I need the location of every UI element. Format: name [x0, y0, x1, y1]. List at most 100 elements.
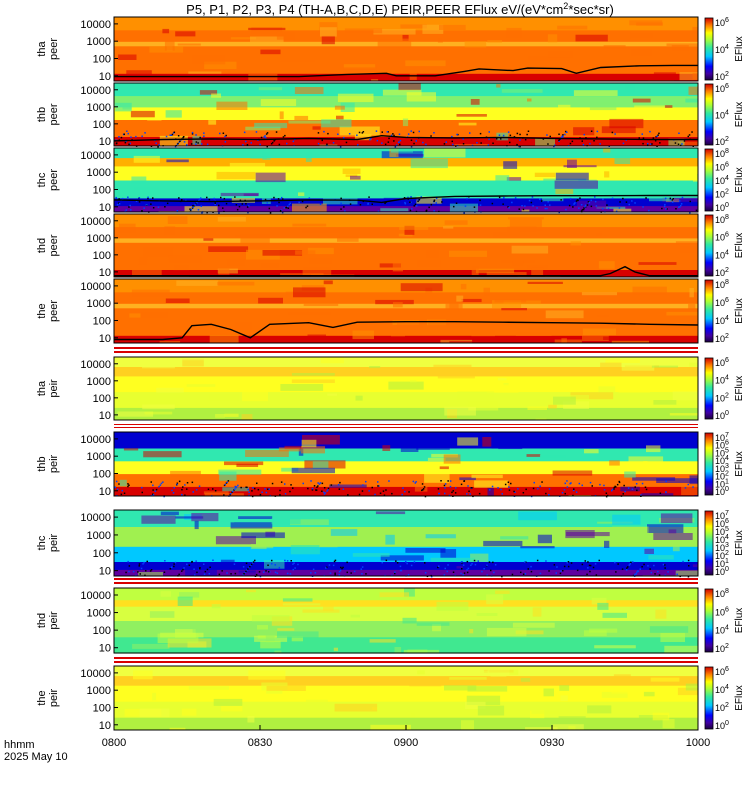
- figure-title: P5, P1, P2, P3, P4 (TH-A,B,C,D,E) PEIR,P…: [186, 1, 614, 17]
- colorbar-tick-label: 104: [715, 534, 729, 545]
- colorbar-tick-label: 103: [715, 542, 729, 553]
- colorbar-tick-label: 102: [715, 267, 729, 278]
- y-tick-label: 100: [93, 468, 111, 480]
- x-tick-label: 1000: [686, 737, 710, 749]
- panel-label: thepeer: [36, 300, 60, 322]
- spectrogram-fill: [114, 148, 698, 214]
- y-tick-label: 100: [93, 702, 111, 714]
- panel-frame: [113, 213, 699, 278]
- y-tick-label: 10000: [80, 150, 111, 162]
- colorbar-tick-label: 106: [715, 162, 729, 173]
- spectrogram-fill: [114, 588, 698, 654]
- colorbar-tick-label: 104: [715, 375, 729, 386]
- panel-thd-peer: 10 100 1000 10000 thdpeer 108 106 104 102 EFlux: [36, 213, 745, 279]
- colorbar-tick-label: 104: [715, 249, 729, 260]
- colorbar-title: EFlux: [734, 376, 745, 402]
- y-tick-label: 10: [99, 410, 111, 422]
- y-tick-label: 10: [99, 71, 111, 83]
- colorbar-tick-label: 107: [715, 510, 729, 521]
- colorbar-tick-label: 100: [715, 720, 729, 731]
- spectrogram-fill: [114, 279, 698, 344]
- y-tick-label: 1000: [87, 102, 111, 114]
- panel-separator: [114, 424, 698, 428]
- colorbar-title: EFlux: [734, 298, 745, 324]
- colorbar: [704, 432, 714, 496]
- colorbar-tick-label: 104: [715, 44, 729, 55]
- y-tick-label: 100: [93, 548, 111, 560]
- colorbar-tick-label: 106: [715, 297, 729, 308]
- y-tick-label: 1000: [87, 167, 111, 179]
- spacecraft-potential-line: [114, 64, 698, 78]
- y-tick-label: 10: [99, 720, 111, 732]
- colorbar-tick-label: 106: [715, 666, 729, 677]
- y-tick-label: 1000: [87, 298, 111, 310]
- panel-the-peir: 10 100 1000 10000 thepeir 106 104 102 100 EFlux: [36, 665, 745, 732]
- panel-frame: [113, 82, 699, 147]
- colorbar-tick-label: 102: [715, 471, 729, 482]
- spectrogram-fill: [114, 17, 698, 82]
- panel-frame: [113, 147, 699, 213]
- colorbar: [704, 279, 714, 343]
- panel-separator: [114, 347, 698, 353]
- colorbar-tick-label: 102: [715, 643, 729, 654]
- panel-tha-peir: 10 100 1000 10000 thapeir 106 104 102 100 EFlux: [36, 356, 745, 422]
- spacecraft-potential-line: [114, 265, 698, 277]
- y-tick-label: 100: [93, 53, 111, 65]
- y-tick-label: 1000: [87, 376, 111, 388]
- colorbar-title: EFlux: [734, 608, 745, 634]
- y-tick-label: 100: [93, 119, 111, 131]
- colorbar: [704, 510, 714, 576]
- colorbar-tick-label: 100: [715, 410, 729, 421]
- y-tick-label: 1000: [87, 36, 111, 48]
- spectrogram-fill: [114, 357, 698, 421]
- panel-frame: [113, 509, 699, 577]
- colorbar-tick-label: 106: [715, 17, 729, 28]
- colorbar: [704, 83, 714, 146]
- y-tick-label: 100: [93, 250, 111, 262]
- colorbar-tick-label: 104: [715, 175, 729, 186]
- colorbar-tick-label: 104: [715, 625, 729, 636]
- colorbar-tick-label: 104: [715, 110, 729, 121]
- panel-label: thapeir: [36, 379, 60, 398]
- y-tick-label: 10000: [80, 281, 111, 293]
- panel-thb-peir: 10100100010000thbpeir1071061051041031021…: [36, 431, 745, 498]
- spectrogram-fill: [114, 214, 698, 278]
- panel-label: thbpeer: [36, 103, 60, 125]
- panel-tha-peer: 10 100 1000 10000 thapeer 106 104 102 EFlux: [36, 16, 745, 83]
- y-tick-label: 100: [93, 625, 111, 637]
- y-tick-label: 10: [99, 643, 111, 655]
- panel-label: thepeir: [36, 688, 60, 707]
- colorbar-tick-label: 108: [715, 588, 729, 599]
- panel-the-peer: 10 100 1000 10000 thepeer 108 106 104 102 EFlux: [36, 278, 745, 345]
- colorbar-tick-label: 108: [715, 279, 729, 290]
- colorbar-tick-label: 107: [715, 432, 729, 443]
- colorbar-tick-label: 102: [715, 189, 729, 200]
- colorbar-tick-label: 106: [715, 606, 729, 617]
- y-tick-label: 1000: [87, 451, 111, 463]
- y-tick-label: 10000: [80, 590, 111, 602]
- panel-thc-peir: 10100100010000thcpeir1071061051041031021…: [36, 509, 745, 578]
- colorbar-tick-label: 100: [715, 202, 729, 213]
- panel-label: thcpeer: [36, 169, 60, 191]
- colorbar-title: EFlux: [734, 36, 745, 62]
- panel-label: thbpeir: [36, 454, 60, 473]
- y-tick-label: 1000: [87, 608, 111, 620]
- panel-frame: [113, 587, 699, 654]
- colorbar-tick-label: 105: [715, 447, 729, 458]
- y-tick-label: 10000: [80, 434, 111, 446]
- y-tick-label: 1000: [87, 685, 111, 697]
- panel-label: thdpeer: [36, 234, 60, 256]
- x-axis: hhmm 2025 May 10 0800 0830 0900 0930 1000: [4, 725, 710, 763]
- panel-frame: [113, 16, 699, 82]
- panel-label: thapeer: [36, 38, 60, 60]
- colorbar: [704, 666, 714, 730]
- colorbar-tick-label: 104: [715, 684, 729, 695]
- spectrogram-fill: [114, 432, 698, 498]
- panel-thc-peer: 10 100 1000 10000 thcpeer 108 106 104 102 100 EFlu…: [36, 147, 745, 214]
- colorbar-tick-label: 108: [715, 214, 729, 225]
- y-tick-label: 1000: [87, 233, 111, 245]
- x-tick-label: 0930: [540, 737, 564, 749]
- spacecraft-potential-line: [114, 321, 699, 341]
- colorbar: [704, 148, 714, 212]
- x-tick-label: 0800: [102, 737, 126, 749]
